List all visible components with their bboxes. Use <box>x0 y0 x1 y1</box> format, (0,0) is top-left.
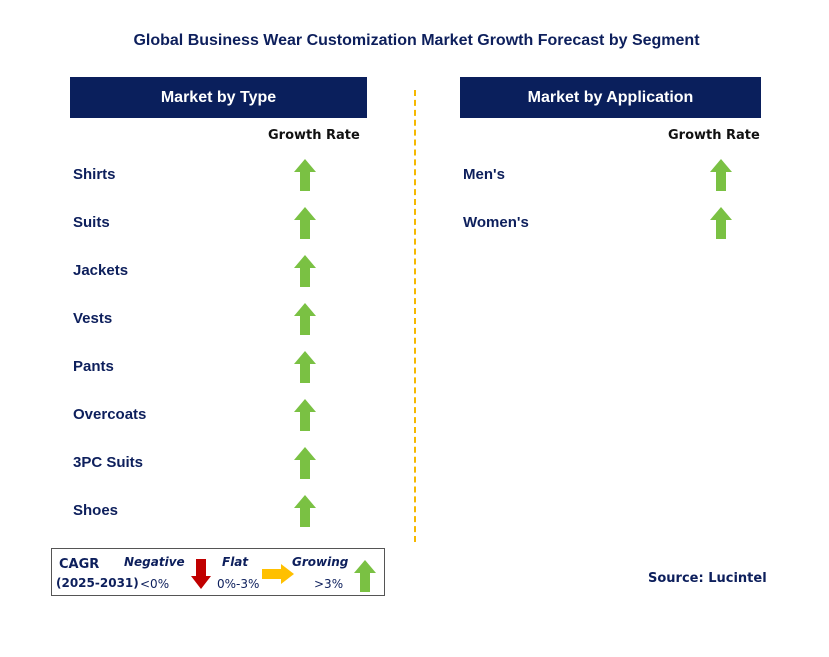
growth-up-arrow-icon <box>294 207 316 239</box>
row-label: Overcoats <box>73 406 147 423</box>
growth-arrow-shape <box>294 399 316 431</box>
legend-negative-label: Negative <box>124 555 185 569</box>
right-arrow-icon <box>262 564 294 584</box>
growth-arrow-shape <box>710 159 732 191</box>
growth-up-arrow-icon <box>294 399 316 431</box>
segment-divider <box>414 90 416 542</box>
down-arrow-shape <box>191 559 211 589</box>
up-arrow-shape <box>354 560 376 592</box>
chart-title: Global Business Wear Customization Marke… <box>133 32 700 49</box>
row-label: Vests <box>73 310 113 327</box>
application-growth-rate-label: Growth Rate <box>668 128 760 143</box>
growth-up-arrow-icon <box>294 255 316 287</box>
growth-arrow-shape <box>294 255 316 287</box>
row-label: 3PC Suits <box>73 454 144 471</box>
growth-arrow-shape <box>294 351 316 383</box>
growth-arrow-shape <box>294 447 316 479</box>
legend-negative-range: <0% <box>140 577 170 591</box>
type-growth-rate-label: Growth Rate <box>268 128 360 143</box>
legend-growing-label: Growing <box>292 555 349 569</box>
row-label: Men's <box>463 166 505 183</box>
growth-arrow-shape <box>294 303 316 335</box>
growth-arrow-shape <box>710 207 732 239</box>
row-label: Suits <box>73 214 110 231</box>
legend-flat-label: Flat <box>222 555 249 569</box>
growth-up-arrow-icon <box>294 159 316 191</box>
row-label: Women's <box>463 214 529 231</box>
legend-flat-range: 0%-3% <box>217 577 260 591</box>
row-label: Jackets <box>73 262 129 279</box>
up-arrow-icon <box>354 560 376 592</box>
growth-up-arrow-icon <box>294 303 316 335</box>
growth-up-arrow-icon <box>710 207 732 239</box>
type-segment-header: Market by Type <box>70 77 367 118</box>
legend-cagr-label: CAGR <box>59 557 100 572</box>
growth-arrow-shape <box>294 207 316 239</box>
legend-growing-range: >3% <box>314 577 344 591</box>
legend-box: CAGR (2025-2031) Negative <0% Flat 0%-3%… <box>51 548 385 596</box>
row-label: Shoes <box>73 502 119 519</box>
growth-up-arrow-icon <box>294 447 316 479</box>
source-label: Source: Lucintel <box>648 571 767 586</box>
row-label: Pants <box>73 358 114 375</box>
growth-up-arrow-icon <box>710 159 732 191</box>
growth-up-arrow-icon <box>294 351 316 383</box>
application-segment-header: Market by Application <box>460 77 761 118</box>
growth-arrow-shape <box>294 495 316 527</box>
legend-years-label: (2025-2031) <box>56 576 139 590</box>
growth-up-arrow-icon <box>294 495 316 527</box>
right-arrow-shape <box>262 564 294 584</box>
down-arrow-icon <box>191 559 211 589</box>
row-label: Shirts <box>73 166 116 183</box>
growth-arrow-shape <box>294 159 316 191</box>
